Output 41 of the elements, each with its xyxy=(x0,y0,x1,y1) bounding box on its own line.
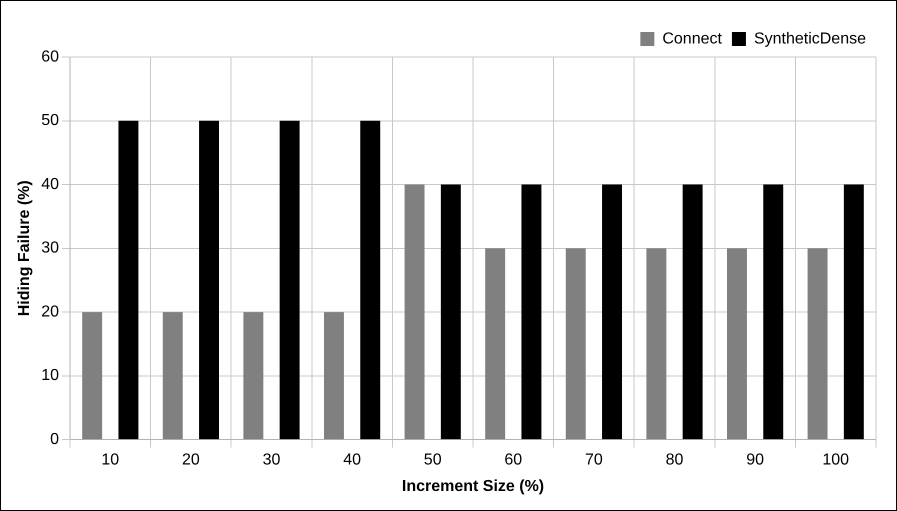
bar xyxy=(243,312,264,440)
bar xyxy=(82,312,102,440)
y-tick-label: 60 xyxy=(41,48,60,66)
x-tick-label: 50 xyxy=(424,452,442,469)
bar xyxy=(162,312,183,440)
y-tick-label: 30 xyxy=(41,240,60,257)
legend-label: SyntheticDense xyxy=(754,30,866,48)
bar xyxy=(324,312,344,440)
bar xyxy=(360,120,380,440)
bar xyxy=(808,248,828,440)
x-tick-label: 60 xyxy=(504,452,522,469)
bar xyxy=(280,120,300,440)
y-tick-label: 40 xyxy=(41,176,60,193)
x-axis-title: Increment Size (%) xyxy=(402,478,544,495)
bar xyxy=(844,184,864,440)
x-tick-label: 10 xyxy=(101,452,120,469)
bar xyxy=(199,120,220,440)
bar xyxy=(682,184,703,440)
bar xyxy=(566,248,586,440)
x-tick-label: 30 xyxy=(262,452,280,469)
y-tick-label: 10 xyxy=(41,367,60,384)
x-tick-label: 40 xyxy=(343,452,362,469)
bar xyxy=(646,248,666,440)
x-tick-label: 90 xyxy=(746,452,764,469)
y-tick-label: 50 xyxy=(41,112,60,130)
x-tick-label: 80 xyxy=(666,452,684,469)
x-tick-label: 20 xyxy=(182,452,200,469)
x-tick-label: 100 xyxy=(822,452,850,469)
y-tick-label: 0 xyxy=(50,431,60,448)
bar xyxy=(485,248,506,440)
legend-label: Connect xyxy=(662,30,722,48)
bar xyxy=(440,184,461,440)
bar xyxy=(763,184,784,440)
bar xyxy=(602,184,622,440)
y-tick-label: 20 xyxy=(41,303,60,320)
bar xyxy=(521,184,542,440)
bar xyxy=(726,248,747,440)
y-axis-title: Hiding Failure (%) xyxy=(16,180,34,316)
bar xyxy=(404,184,425,440)
x-tick-label: 70 xyxy=(585,452,603,469)
bar xyxy=(118,120,138,440)
